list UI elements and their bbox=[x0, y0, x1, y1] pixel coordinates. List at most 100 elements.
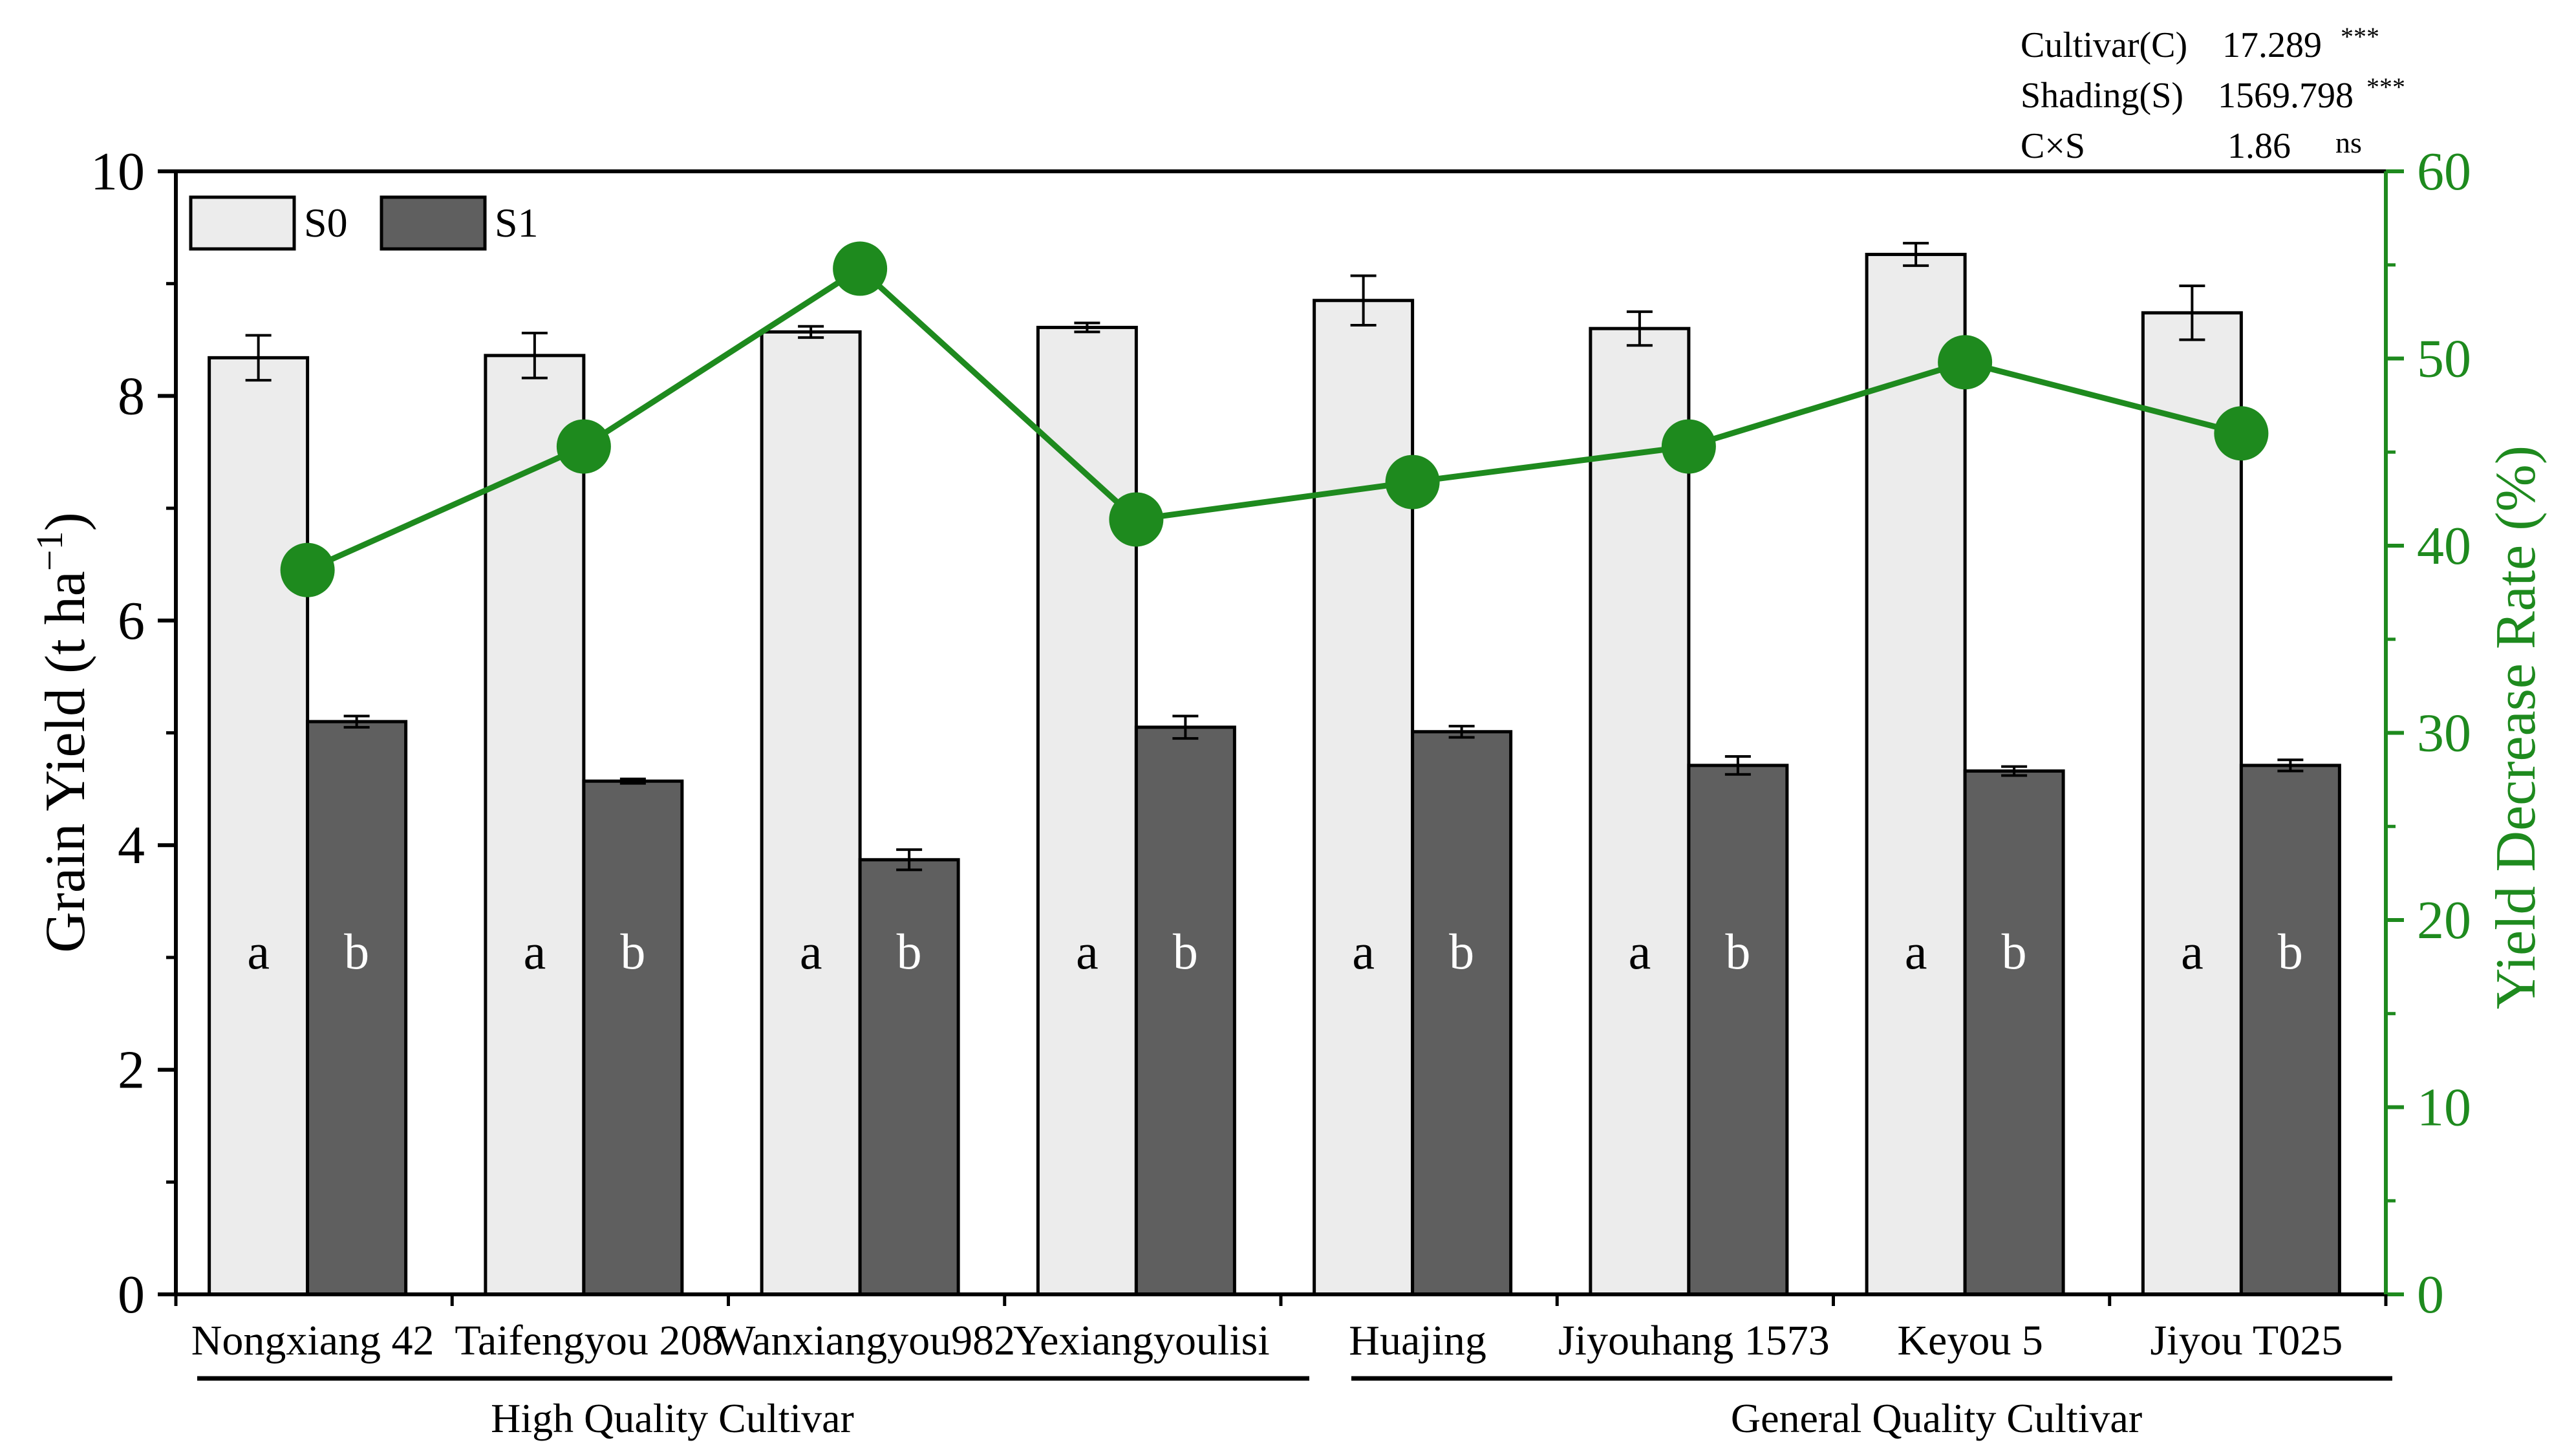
legend: S0 S1 bbox=[189, 195, 539, 251]
s1-error-bar bbox=[1724, 755, 1751, 776]
category-label: Jiyouhang 1573 bbox=[1558, 1317, 1830, 1364]
s0-bar bbox=[208, 356, 310, 1296]
s1-error-bar bbox=[619, 777, 646, 785]
significance-letter: a bbox=[1076, 923, 1099, 980]
decrease-rate-point bbox=[2214, 406, 2269, 461]
s0-bar bbox=[1589, 327, 1691, 1296]
legend-s0-label: S0 bbox=[304, 200, 348, 246]
y-tick-label: 10 bbox=[91, 142, 145, 202]
decrease-rate-point bbox=[1109, 492, 1164, 547]
axis-labels-layer: Nongxiang 42 Taifengyou 208Wanxiangyou982… bbox=[28, 445, 2547, 1364]
anova-label-shading: Shading(S) bbox=[2021, 76, 2183, 116]
significance-letter: a bbox=[247, 923, 270, 980]
y-axis-title-main: Grain Yield bbox=[34, 674, 97, 953]
significance-letter: b bbox=[1725, 923, 1750, 980]
anova-sig-interaction: ns bbox=[2335, 126, 2362, 159]
y2-tick-label: 50 bbox=[2417, 329, 2471, 389]
s0-error-bar bbox=[245, 334, 272, 382]
s0-error-bar bbox=[798, 325, 824, 339]
significance-letter: b bbox=[1449, 923, 1474, 980]
s1-error-bar bbox=[896, 848, 923, 872]
decrease-rate-line bbox=[306, 264, 2242, 573]
y2-tick-label: 0 bbox=[2417, 1265, 2444, 1325]
decrease-rate-point bbox=[1938, 335, 1993, 390]
s0-bar bbox=[1313, 299, 1415, 1296]
s1-bar bbox=[1134, 725, 1236, 1296]
y-axis-title-unit: (t ha bbox=[34, 571, 97, 674]
y-axis-title-sup: −1 bbox=[28, 531, 70, 572]
decrease-rate-point bbox=[556, 419, 611, 474]
s1-error-bar bbox=[1448, 725, 1475, 739]
significance-letter: a bbox=[2181, 923, 2204, 980]
cultivar-group-label: High Quality Cultivar bbox=[491, 1395, 854, 1441]
s0-error-bar bbox=[1626, 310, 1653, 347]
y-axis-title-close: ) bbox=[34, 512, 97, 531]
y-tick-label: 6 bbox=[118, 591, 145, 651]
s0-bar bbox=[2141, 311, 2243, 1296]
s1-bar bbox=[1687, 764, 1789, 1296]
anova-value-cultivar: 17.289 bbox=[2222, 25, 2322, 65]
y2-tick-label: 10 bbox=[2417, 1078, 2471, 1138]
s0-bar bbox=[1865, 253, 1967, 1296]
y-tick-label: 2 bbox=[118, 1040, 145, 1100]
significance-letter: a bbox=[800, 923, 822, 980]
y2-tick-label: 60 bbox=[2417, 142, 2471, 202]
anova-value-shading: 1569.798 bbox=[2218, 76, 2354, 116]
s0-error-bar bbox=[2179, 284, 2205, 341]
s0-error-bar bbox=[1903, 242, 1929, 267]
y-tick-label: 0 bbox=[118, 1265, 145, 1325]
significance-letter: b bbox=[620, 923, 645, 980]
significance-letter: b bbox=[897, 923, 922, 980]
significance-letter: b bbox=[2278, 923, 2303, 980]
s1-error-bar bbox=[1172, 714, 1199, 740]
category-label: Taifengyou 208 bbox=[455, 1317, 723, 1364]
significance-letter: a bbox=[1629, 923, 1651, 980]
significance-letter: b bbox=[344, 923, 369, 980]
category-label: Wanxiangyou982 bbox=[715, 1317, 1015, 1364]
decrease-rate-line-layer bbox=[280, 241, 2269, 597]
s1-error-bar bbox=[2001, 765, 2028, 777]
category-label: Keyou 5 bbox=[1897, 1317, 2043, 1364]
s1-bar bbox=[306, 720, 408, 1296]
y2-axis-title: Yield Decrease Rate (%) bbox=[2485, 445, 2547, 1009]
anova-sig-shading: *** bbox=[2366, 72, 2405, 102]
category-label: Nongxiang 42 bbox=[191, 1317, 434, 1364]
s1-bar bbox=[2239, 764, 2341, 1296]
s0-bar bbox=[484, 354, 586, 1296]
s1-error-bar bbox=[2277, 758, 2304, 773]
s1-error-bar bbox=[343, 714, 370, 729]
y2-tick-label: 20 bbox=[2417, 890, 2471, 950]
s0-error-bar bbox=[1074, 321, 1100, 334]
category-label: Yexiangyoulisi bbox=[1013, 1317, 1270, 1364]
s1-bar bbox=[1411, 730, 1513, 1296]
significance-letter: a bbox=[524, 923, 546, 980]
category-label: Jiyou T025 bbox=[2150, 1317, 2343, 1364]
legend-s1-label: S1 bbox=[495, 200, 539, 246]
y2-tick-label: 30 bbox=[2417, 703, 2471, 764]
significance-letter: a bbox=[1905, 923, 1927, 980]
legend-s0-swatch bbox=[189, 195, 296, 251]
y2-tick-label: 40 bbox=[2417, 516, 2471, 576]
s0-error-bar bbox=[1350, 274, 1377, 327]
error-bars-layer bbox=[245, 242, 2304, 872]
bars-layer bbox=[208, 253, 2341, 1296]
decrease-rate-point bbox=[1385, 455, 1440, 509]
y-axis-title: Grain Yield (t ha−1) bbox=[28, 512, 97, 953]
decrease-rate-point bbox=[833, 241, 888, 296]
y-tick-label: 8 bbox=[118, 366, 145, 426]
y-tick-label: 4 bbox=[118, 815, 145, 875]
anova-table: Cultivar(C) 17.289 *** Shading(S) 1569.7… bbox=[2021, 22, 2405, 166]
s0-bar bbox=[760, 330, 862, 1296]
anova-sig-cultivar: *** bbox=[2341, 22, 2379, 51]
s1-bar bbox=[1963, 769, 2065, 1296]
axes-layer: 0 2 4 6 8 10 0 10 20 30 40 50 60 bbox=[91, 142, 2471, 1325]
anova-label-interaction: C×S bbox=[2021, 126, 2085, 166]
significance-letter: a bbox=[1352, 923, 1375, 980]
decrease-rate-point bbox=[280, 542, 335, 597]
significance-letter: b bbox=[2002, 923, 2027, 980]
anova-value-interaction: 1.86 bbox=[2227, 126, 2291, 166]
significance-letter: b bbox=[1173, 923, 1198, 980]
